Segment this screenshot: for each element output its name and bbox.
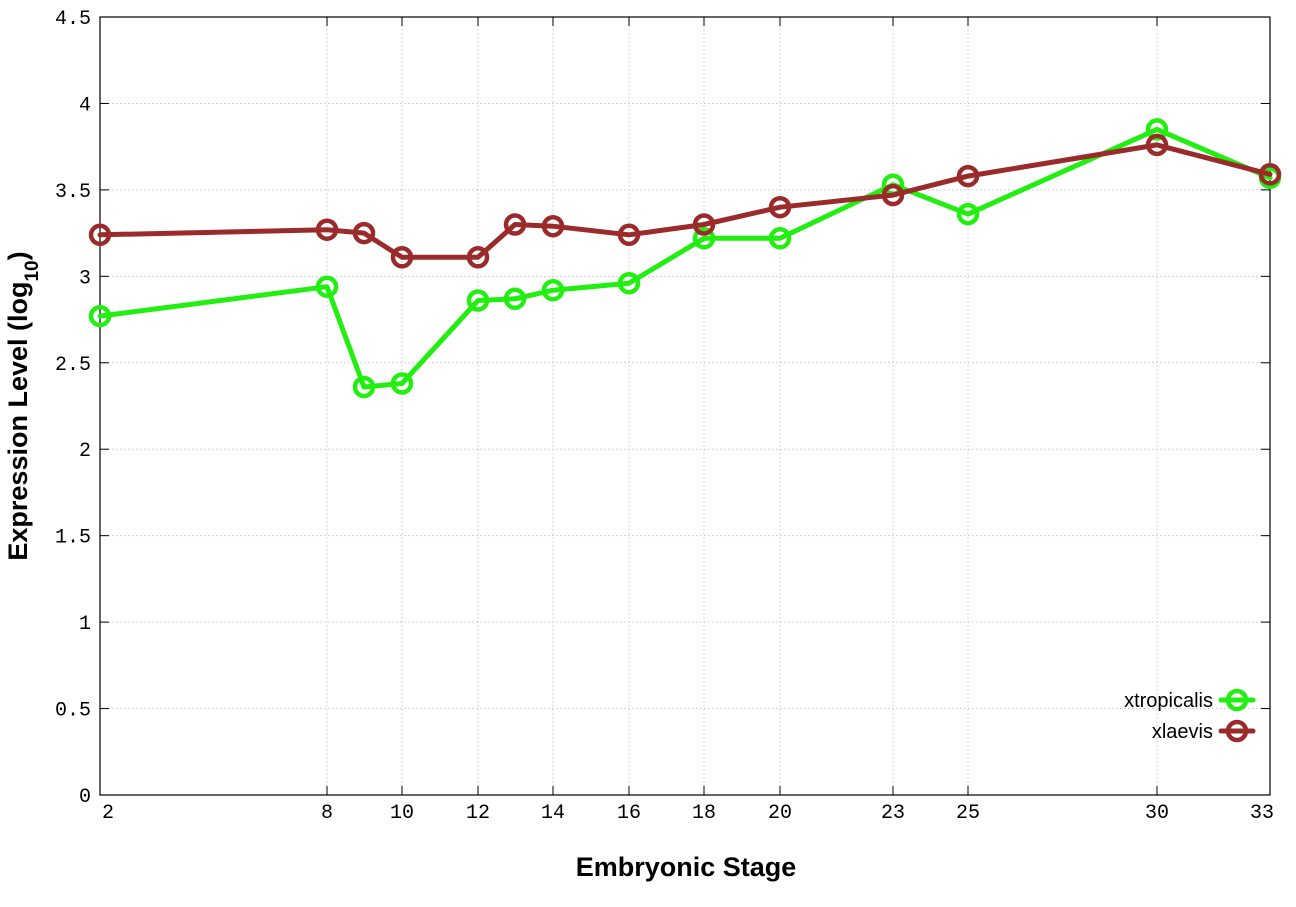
y-tick-label: 4	[79, 94, 91, 117]
y-tick-label: 1.5	[55, 527, 91, 550]
y-tick-label: 2	[79, 440, 91, 463]
series-xlaevis	[88, 133, 1282, 269]
y-tick-label: 3	[79, 267, 91, 290]
y-tick-label: 2.5	[55, 354, 91, 377]
x-tick-label: 8	[321, 802, 333, 825]
data-point-xlaevis	[1145, 133, 1169, 157]
y-axis-title-subscript: 10	[22, 260, 43, 281]
data-point-xlaevis	[390, 246, 414, 269]
y-axis-title-close: )	[3, 251, 33, 260]
data-point-xlaevis	[503, 213, 527, 236]
data-point-xtropicalis	[617, 271, 641, 295]
data-point-xtropicalis	[352, 375, 376, 399]
y-tick-label: 3.5	[55, 181, 91, 204]
data-point-xtropicalis	[88, 304, 112, 328]
legend-label: xtropicalis	[1124, 690, 1213, 712]
grid	[100, 17, 1270, 795]
series-group	[88, 118, 1282, 399]
data-point-xtropicalis	[768, 227, 792, 250]
x-axis-title: Embryonic Stage	[576, 852, 797, 882]
y-tick-label: 0.5	[55, 700, 91, 723]
data-point-xtropicalis	[503, 287, 527, 311]
axis-ticks: 0 0.5 1 1.5 2 2.5 3 3.5 4 4.5 2 8 10 12 14 16 18 20 23 25 30…	[55, 8, 1274, 825]
legend: xtropicalis xlaevis	[1124, 688, 1256, 743]
data-point-xlaevis	[541, 214, 565, 238]
legend-marker-swatch	[1225, 719, 1249, 743]
legend-entry-xtropicalis: xtropicalis	[1124, 688, 1256, 712]
x-tick-label: 20	[768, 802, 792, 825]
data-point-xtropicalis	[1145, 118, 1169, 141]
x-tick-label: 2	[102, 802, 114, 825]
data-point-xlaevis	[466, 246, 490, 269]
y-axis-title-main: Expression Level (log	[3, 282, 33, 561]
data-point-xlaevis	[617, 223, 641, 247]
data-point-xlaevis	[1258, 163, 1282, 186]
series-xtropicalis	[88, 118, 1282, 399]
data-point-xtropicalis	[692, 227, 716, 250]
data-point-xlaevis	[352, 221, 376, 245]
data-point-xlaevis	[956, 164, 980, 188]
data-point-xlaevis	[768, 195, 792, 219]
y-tick-label: 0	[79, 786, 91, 809]
x-tick-label: 30	[1145, 802, 1169, 825]
x-tick-label: 12	[466, 802, 490, 825]
y-tick-label: 1	[79, 613, 91, 636]
data-point-xtropicalis	[541, 278, 565, 302]
plot-area-frame	[99, 16, 1271, 796]
legend-marker-swatch	[1225, 688, 1249, 712]
legend-entry-xlaevis: xlaevis	[1152, 719, 1256, 743]
x-tick-label: 18	[692, 802, 716, 825]
series-line-xtropicalis	[97, 126, 1273, 390]
x-tick-label: 23	[881, 802, 905, 825]
data-point-xtropicalis	[315, 275, 339, 298]
data-point-xtropicalis	[390, 372, 414, 395]
x-tick-label: 25	[956, 802, 980, 825]
data-point-xtropicalis	[466, 289, 490, 312]
x-tick-label: 10	[390, 802, 414, 825]
data-point-xlaevis	[692, 213, 716, 236]
data-point-xtropicalis	[956, 202, 980, 226]
y-axis-title: Expression Level (log10)	[3, 251, 43, 560]
y-tick-label: 4.5	[55, 8, 91, 31]
legend-label: xlaevis	[1152, 721, 1213, 743]
x-tick-label: 33	[1250, 802, 1274, 825]
series-line-xlaevis	[97, 142, 1273, 260]
x-tick-label: 16	[617, 802, 641, 825]
data-point-xlaevis	[881, 183, 905, 207]
data-point-xlaevis	[315, 218, 339, 241]
data-point-xlaevis	[88, 223, 112, 247]
x-tick-label: 14	[541, 802, 565, 825]
